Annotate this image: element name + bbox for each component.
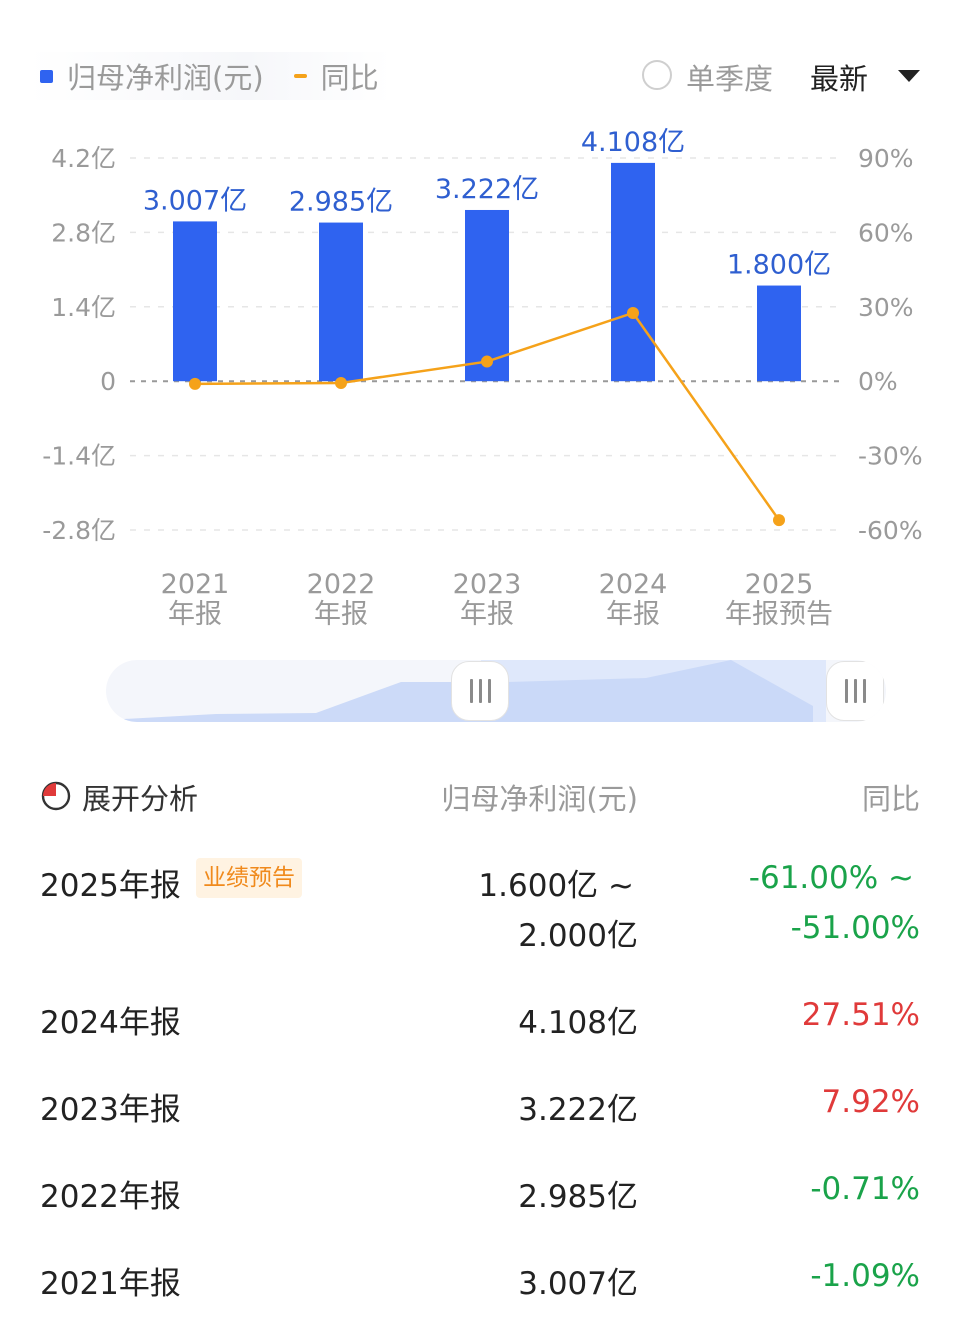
yoy-point xyxy=(627,306,639,319)
left-tick-label: 1.4亿 xyxy=(51,293,116,322)
legend-profit-label[interactable]: 归母净利润(元) xyxy=(67,61,264,95)
yoy-point xyxy=(335,376,347,389)
yoy-point xyxy=(773,514,785,527)
table-header: 展开分析 归母净利润(元) 同比 xyxy=(0,770,960,822)
x-tick-label: 2021 xyxy=(161,569,230,600)
row-period: 2021年报 xyxy=(40,1266,181,1302)
period-dropdown-label[interactable]: 最新 xyxy=(810,62,869,96)
left-tick-label: -2.8亿 xyxy=(42,516,116,545)
yoy-legend-marker xyxy=(293,74,307,78)
single-quarter-label[interactable]: 单季度 xyxy=(686,62,774,96)
row-value: 3.007亿 xyxy=(518,1266,638,1302)
row-period: 2022年报 xyxy=(40,1179,181,1215)
slider-left-handle[interactable] xyxy=(451,661,509,721)
x-tick-label: 年报 xyxy=(168,599,222,630)
x-tick-label: 年报 xyxy=(460,599,514,630)
row-value: 2.985亿 xyxy=(518,1179,638,1215)
row-yoy: -1.09% xyxy=(810,1258,920,1294)
row-period: 2023年报 xyxy=(40,1092,181,1128)
yoy-point xyxy=(481,355,493,368)
bar xyxy=(611,162,655,382)
x-tick-label: 2023 xyxy=(453,569,522,600)
x-tick-label: 年报 xyxy=(606,599,660,630)
expand-analysis-button[interactable]: 展开分析 xyxy=(82,782,199,816)
row-value: 1.600亿 ~ xyxy=(478,868,634,904)
left-tick-label: 2.8亿 xyxy=(51,218,116,247)
bar-data-label: 3.222亿 xyxy=(435,174,539,205)
table-row[interactable]: 2024年报 4.108亿 27.51% xyxy=(0,997,960,1047)
x-tick-label: 2022 xyxy=(307,569,376,600)
chart-legend: 归母净利润(元) 同比 xyxy=(28,52,391,100)
table-row[interactable]: 2021年报 3.007亿 -1.09% xyxy=(0,1258,960,1308)
column-header-profit: 归母净利润(元) xyxy=(441,782,638,816)
right-tick-label: -30% xyxy=(858,442,923,471)
row-value: 3.222亿 xyxy=(518,1092,638,1128)
bar-data-label: 3.007亿 xyxy=(143,185,247,216)
bar-data-label: 4.108亿 xyxy=(581,127,685,158)
bar xyxy=(173,221,217,382)
left-tick-label: -1.4亿 xyxy=(42,442,116,471)
chart-toolbar: 归母净利润(元) 同比 单季度 最新 xyxy=(0,48,960,104)
row-yoy: -61.00% ~ xyxy=(748,860,914,896)
right-tick-label: 60% xyxy=(858,218,914,247)
grip-icon xyxy=(844,679,866,703)
x-tick-label: 2024 xyxy=(599,569,668,600)
table-row[interactable]: 2023年报 3.222亿 7.92% xyxy=(0,1084,960,1134)
bar xyxy=(465,209,509,382)
row-period: 2025年报 xyxy=(40,868,181,904)
x-tick-label: 年报预告 xyxy=(725,599,833,630)
slider-right-handle[interactable] xyxy=(826,661,884,721)
right-tick-label: 30% xyxy=(858,293,914,322)
yoy-point xyxy=(189,377,201,390)
row-yoy-upper: -51.00% xyxy=(790,910,920,946)
legend-yoy-label[interactable]: 同比 xyxy=(320,61,379,95)
forecast-badge: 业绩预告 xyxy=(196,858,302,898)
single-quarter-radio[interactable] xyxy=(642,60,672,90)
row-period: 2024年报 xyxy=(40,1005,181,1041)
right-tick-label: -60% xyxy=(858,516,923,545)
bar-data-label: 1.800亿 xyxy=(727,250,831,281)
bar xyxy=(757,285,801,382)
right-tick-label: 90% xyxy=(858,144,914,173)
row-yoy: 7.92% xyxy=(821,1084,920,1120)
pie-chart-icon[interactable] xyxy=(40,780,72,812)
table-row[interactable]: 2022年报 2.985亿 -0.71% xyxy=(0,1171,960,1221)
range-slider[interactable] xyxy=(106,660,886,722)
profit-chart: 4.2亿 2.8亿 1.4亿 0 -1.4亿 -2.8亿 90% 60% 30% 0% -30% -6… xyxy=(42,127,923,630)
right-tick-label: 0% xyxy=(858,367,898,396)
x-tick-label: 年报 xyxy=(314,599,368,630)
column-header-yoy: 同比 xyxy=(861,782,920,816)
row-value-upper: 2.000亿 xyxy=(518,918,638,954)
profit-legend-marker xyxy=(40,69,53,83)
left-tick-label: 4.2亿 xyxy=(51,144,116,173)
row-yoy: -0.71% xyxy=(810,1171,920,1207)
row-yoy: 27.51% xyxy=(801,997,920,1033)
bar xyxy=(319,222,363,382)
row-value: 4.108亿 xyxy=(518,1005,638,1041)
bar-data-label: 2.985亿 xyxy=(289,187,393,218)
left-tick-label: 0 xyxy=(100,367,116,396)
grip-icon xyxy=(469,679,491,703)
chevron-down-icon[interactable] xyxy=(898,70,920,82)
x-tick-label: 2025 xyxy=(745,569,814,600)
table-row[interactable]: 2025年报 业绩预告 1.600亿 ~ 2.000亿 -61.00% ~ -5… xyxy=(0,858,960,970)
